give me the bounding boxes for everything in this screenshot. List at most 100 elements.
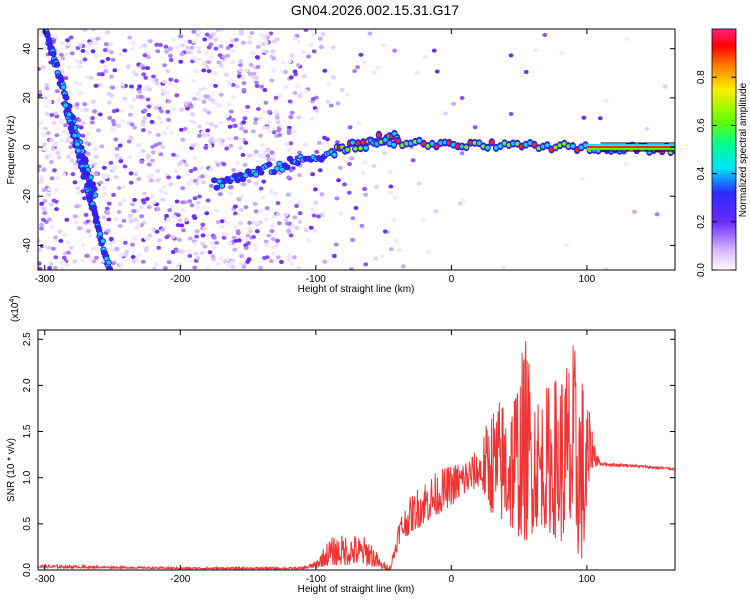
- spectrogram-cell: [68, 35, 74, 40]
- spectrogram-cell: [286, 253, 292, 258]
- spectrogram-cell: [388, 247, 394, 252]
- spectrogram-ridge-core: [485, 145, 490, 150]
- spectrogram-cell: [205, 267, 211, 270]
- spectrogram-cell: [259, 84, 264, 89]
- spectrogram-cell: [160, 145, 166, 150]
- spectrogram-ridge-core: [69, 122, 74, 126]
- spectrogram-cell: [69, 245, 74, 250]
- spectrogram-ridge-core: [391, 142, 397, 147]
- spectrogram-cell: [42, 243, 48, 248]
- spectrogram-cell: [41, 167, 47, 172]
- spectrogram-x-axis: -300 -200 -100 0 100: [35, 29, 596, 285]
- spectrogram-ridge-core: [464, 145, 469, 150]
- spectrogram-cell: [202, 37, 208, 42]
- spectrogram-cell: [44, 86, 50, 91]
- spectrogram-cell: [265, 153, 271, 158]
- spectrogram-cell: [178, 59, 184, 64]
- spectrogram-cell: [170, 235, 176, 239]
- spectrogram-ridge-core: [78, 153, 83, 158]
- spectrogram-cell: [297, 150, 302, 155]
- spectrogram-cell: [142, 43, 147, 48]
- spectrogram-cell: [316, 140, 322, 145]
- spectrogram-ridge-core: [570, 144, 575, 149]
- spectrogram-cell: [202, 244, 208, 249]
- spectrogram-ridge-core: [212, 178, 217, 183]
- spectrogram-cell: [187, 199, 193, 204]
- spectrogram-cell: [433, 209, 439, 214]
- spectrogram-cell: [41, 206, 47, 211]
- spectrogram-cell: [603, 267, 609, 270]
- spectrogram-cell: [156, 245, 162, 250]
- spectrogram-cell: [54, 207, 59, 212]
- spectrogram-cell: [38, 93, 43, 97]
- chart-title: GN04.2026.002.15.31.G17: [290, 2, 460, 18]
- spectrogram-y-label: Frequency (Hz): [6, 116, 17, 185]
- spectrogram-ridge-core: [66, 112, 72, 117]
- spectrogram-cell: [90, 99, 96, 104]
- spectrogram-cell: [59, 138, 64, 143]
- spectrogram-ridge-core: [579, 145, 584, 150]
- spectrogram-cell: [210, 254, 216, 259]
- spectrogram-cell: [363, 262, 369, 267]
- spectrogram-cell: [326, 81, 332, 86]
- spectrogram-cell: [200, 180, 206, 185]
- spectrogram-cell: [263, 100, 269, 105]
- spectrogram-cell: [209, 241, 214, 246]
- spectrogram-cell: [218, 44, 224, 49]
- spectrogram-cell: [217, 53, 223, 58]
- spectrogram-cell: [245, 104, 251, 109]
- spectrogram-cell: [105, 30, 110, 35]
- spectrogram-ridge-core: [545, 143, 550, 148]
- spectrogram-cell: [53, 199, 59, 204]
- spectrogram-cell: [251, 235, 257, 239]
- spectrogram-cell: [276, 128, 282, 133]
- spectrogram-cell: [196, 29, 202, 32]
- spectrogram-ridge-core: [280, 167, 285, 172]
- spectrogram-cell: [179, 223, 185, 228]
- spectrogram-cell: [310, 172, 315, 177]
- spectrogram-cell: [277, 93, 283, 98]
- spectrogram-cell: [78, 125, 84, 130]
- spectrogram-cell: [92, 246, 98, 251]
- spectrogram-cell: [338, 165, 343, 170]
- spectrogram-cell: [204, 121, 210, 126]
- spectrogram-cell: [221, 235, 227, 240]
- spectrogram-cell: [197, 194, 202, 199]
- spectrogram-cell: [206, 110, 212, 115]
- spectrogram-cell: [91, 29, 96, 32]
- spectrogram-cell: [103, 42, 109, 47]
- spectrogram-ridge-core: [238, 172, 243, 177]
- spectrogram-cell: [77, 226, 82, 231]
- spectrogram-cell: [180, 200, 186, 205]
- spectrogram-cell: [69, 51, 75, 56]
- spectrogram-cell: [84, 51, 90, 56]
- spectrogram-cell: [286, 128, 292, 133]
- spectrogram-cell: [319, 45, 324, 50]
- spectrogram-cell: [176, 213, 181, 218]
- spectrogram-cell: [624, 36, 630, 41]
- spectrogram-ridge-core: [468, 140, 473, 145]
- spectrogram-x-label: Height of straight line (km): [298, 284, 415, 295]
- spectrogram-cell: [112, 68, 118, 73]
- spectrogram-cell: [82, 29, 88, 32]
- spectrogram-cell: [147, 87, 153, 92]
- spectrogram-cell: [108, 236, 114, 241]
- spectrogram-cell: [213, 46, 219, 51]
- spectrogram-cell: [232, 211, 238, 216]
- spectrogram-cell: [122, 48, 128, 53]
- spectrogram-cell: [111, 261, 116, 266]
- spectrogram-cell: [209, 184, 214, 188]
- spectrogram-cell: [137, 84, 143, 89]
- spectrogram-cell: [243, 129, 249, 134]
- spectrogram-cell: [310, 32, 316, 37]
- spectrogram-cell: [76, 64, 82, 69]
- spectrogram-cell: [90, 116, 95, 121]
- spectrogram-cell: [271, 68, 276, 73]
- spectrogram-cell: [261, 179, 267, 184]
- spectrogram-cell: [295, 63, 301, 67]
- spectrogram-cell: [177, 162, 182, 167]
- spectrogram-cell: [171, 37, 177, 42]
- spectrogram-cell: [422, 55, 428, 59]
- spectrogram-cell: [95, 36, 100, 41]
- spectrogram-cell: [339, 87, 345, 92]
